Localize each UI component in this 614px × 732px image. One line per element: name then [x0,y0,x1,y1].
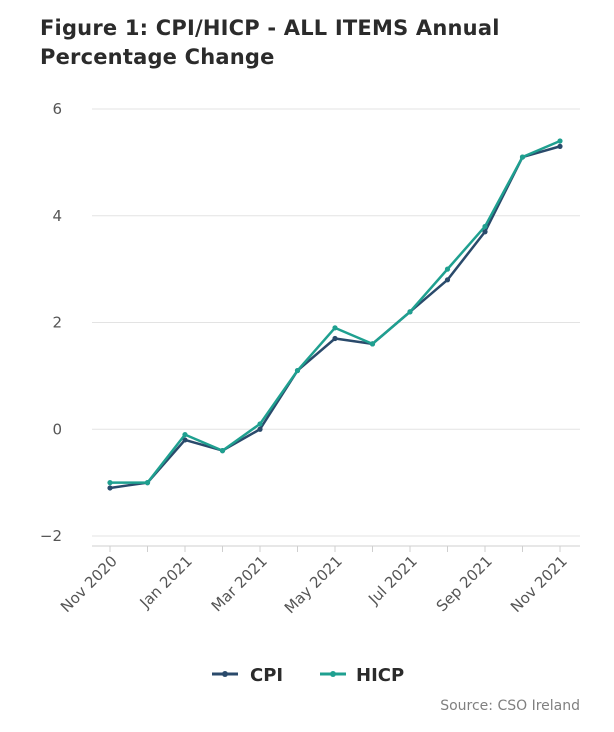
x-tick-label: Nov 2020 [57,552,121,616]
data-point-cpi [482,229,488,235]
y-tick-label: 0 [52,420,62,438]
y-tick-label: 4 [52,207,62,225]
series-line-hicp [108,139,562,484]
x-tick-label: Nov 2021 [507,552,571,616]
x-tick-label: Mar 2021 [208,552,271,615]
data-point-hicp [219,448,226,454]
data-point-hicp [482,223,488,230]
x-tick-label: Jan 2021 [136,552,196,612]
data-point-cpi [257,426,263,432]
data-point-hicp [144,480,151,486]
data-point-hicp [557,138,563,144]
legend-label-hicp: HICP [356,665,404,686]
legend-label-cpi: CPI [250,665,283,686]
y-tick-label: 2 [52,314,62,332]
data-point-hicp [519,154,526,160]
data-point-cpi [182,437,188,443]
source-note: Source: CSO Ireland [440,698,580,714]
x-tick-label: May 2021 [281,552,346,617]
legend-marker-hicp [330,671,336,677]
data-point-hicp [182,431,188,438]
x-tick-label: Sep 2021 [433,552,496,615]
data-point-hicp [444,266,451,272]
data-point-hicp [107,480,113,486]
data-point-cpi [444,277,451,283]
x-tick-label: Jul 2021 [364,552,421,609]
data-point-cpi [107,485,113,491]
series-line-cpi [108,145,562,490]
data-point-hicp [369,341,376,347]
data-point-hicp [332,325,338,331]
data-point-hicp [294,367,301,374]
chart-title: Figure 1: CPI/HICP - ALL ITEMS Annual Pe… [40,16,500,69]
y-tick-label: 6 [52,100,62,118]
data-point-cpi [557,143,563,149]
data-point-hicp [257,421,263,427]
y-tick-label: −2 [40,527,62,545]
data-point-cpi [332,335,338,342]
legend-marker-cpi [222,671,228,677]
data-point-hicp [407,309,413,315]
